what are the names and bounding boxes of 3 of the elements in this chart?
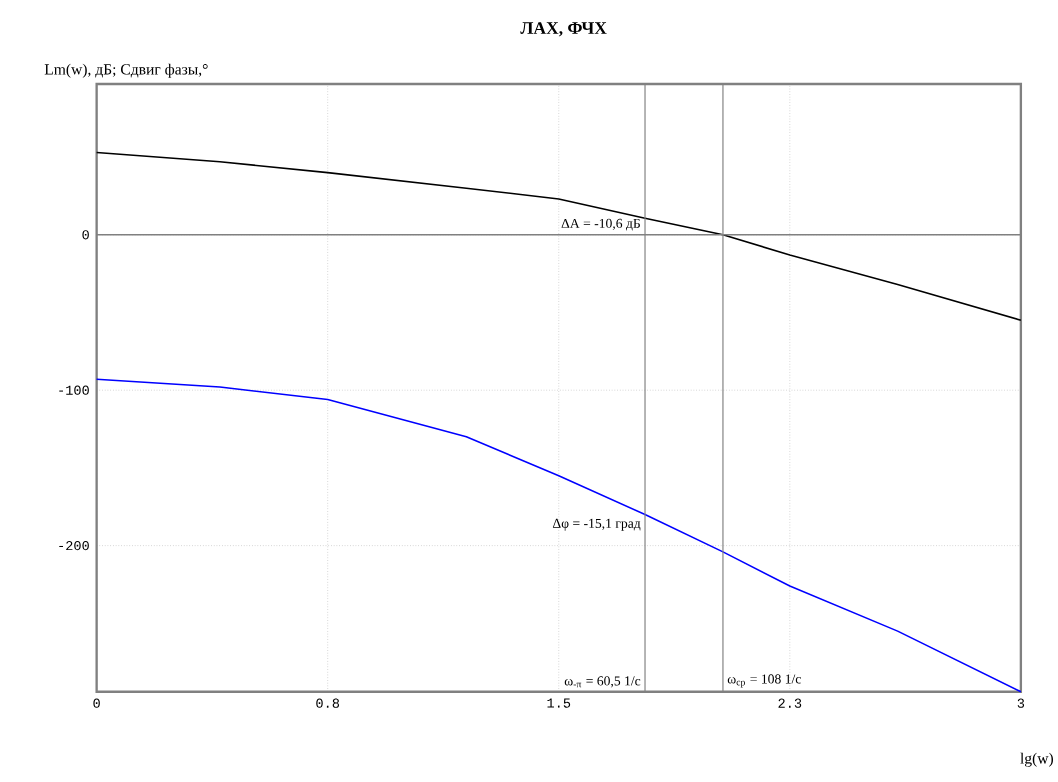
line-series [95, 151, 1022, 322]
line-series [95, 378, 1022, 693]
chart-title: ЛАХ, ФЧХ [520, 22, 607, 37]
